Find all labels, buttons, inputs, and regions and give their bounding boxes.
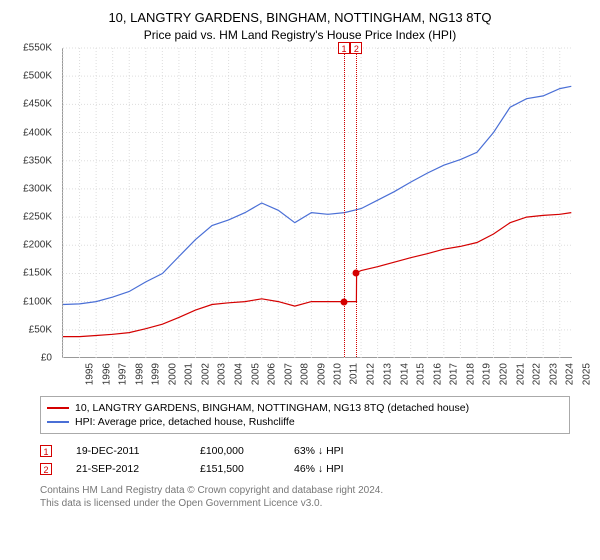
x-tick-label: 2023 <box>548 363 559 385</box>
x-tick-label: 2006 <box>266 363 277 385</box>
x-tick-label: 2010 <box>333 363 344 385</box>
x-tick-label: 2025 <box>581 363 592 385</box>
x-tick-label: 2011 <box>348 363 359 385</box>
legend-swatch <box>47 407 69 409</box>
x-tick-label: 2017 <box>449 363 460 385</box>
x-tick-label: 2000 <box>167 363 178 385</box>
y-tick-label: £0 <box>41 353 52 364</box>
marker-dot <box>340 298 347 305</box>
legend: 10, LANGTRY GARDENS, BINGHAM, NOTTINGHAM… <box>40 396 570 434</box>
transaction-index-box: 1 <box>40 445 52 457</box>
legend-swatch <box>47 421 69 423</box>
x-tick-label: 2002 <box>200 363 211 385</box>
x-tick-label: 1999 <box>150 363 161 385</box>
x-tick-label: 1997 <box>117 363 128 385</box>
x-tick-label: 2021 <box>515 363 526 385</box>
x-tick-label: 2001 <box>184 363 195 385</box>
y-tick-label: £500K <box>23 71 52 82</box>
plot-area: 12 <box>62 48 572 358</box>
marker-line <box>344 48 345 357</box>
marker-line <box>356 48 357 357</box>
transaction-table: 1 19-DEC-2011 £100,000 63% ↓ HPI 2 21-SEP-201… <box>40 442 570 478</box>
y-tick-label: £100K <box>23 296 52 307</box>
y-tick-label: £350K <box>23 155 52 166</box>
x-tick-label: 1998 <box>134 363 145 385</box>
y-tick-label: £550K <box>23 43 52 54</box>
marker-label-box: 1 <box>338 42 350 54</box>
transaction-date: 19-DEC-2011 <box>76 445 176 457</box>
transaction-row: 1 19-DEC-2011 £100,000 63% ↓ HPI <box>40 442 570 460</box>
x-tick-label: 2013 <box>382 363 393 385</box>
hpi-line <box>63 86 571 304</box>
x-tick-label: 2024 <box>564 363 575 385</box>
x-tick-label: 2007 <box>283 363 294 385</box>
x-tick-label: 2015 <box>415 363 426 385</box>
legend-label: HPI: Average price, detached house, Rush… <box>75 416 295 428</box>
marker-dot <box>353 269 360 276</box>
x-tick-label: 2014 <box>399 363 410 385</box>
property-line <box>63 213 571 337</box>
page-subtitle: Price paid vs. HM Land Registry's House … <box>0 25 600 48</box>
transaction-price: £151,500 <box>200 463 270 475</box>
transaction-date: 21-SEP-2012 <box>76 463 176 475</box>
page-title: 10, LANGTRY GARDENS, BINGHAM, NOTTINGHAM… <box>0 0 600 25</box>
transaction-pct: 46% ↓ HPI <box>294 463 414 475</box>
x-tick-label: 1995 <box>84 363 95 385</box>
x-tick-label: 2004 <box>233 363 244 385</box>
legend-item: HPI: Average price, detached house, Rush… <box>47 415 563 429</box>
x-tick-label: 2018 <box>465 363 476 385</box>
footer-line-2: This data is licensed under the Open Gov… <box>40 497 570 510</box>
footer-line-1: Contains HM Land Registry data © Crown c… <box>40 484 570 497</box>
x-tick-label: 2012 <box>366 363 377 385</box>
y-tick-label: £300K <box>23 183 52 194</box>
y-tick-label: £250K <box>23 212 52 223</box>
x-tick-label: 2022 <box>531 363 542 385</box>
chart: 12 £0 £50K £100K £150K £200K £250K £300K £350K £… <box>12 48 580 388</box>
x-tick-label: 2005 <box>250 363 261 385</box>
transaction-row: 2 21-SEP-2012 £151,500 46% ↓ HPI <box>40 460 570 478</box>
y-tick-label: £150K <box>23 268 52 279</box>
x-tick-label: 2003 <box>217 363 228 385</box>
transaction-index-box: 2 <box>40 463 52 475</box>
y-tick-label: £200K <box>23 240 52 251</box>
x-tick-label: 2016 <box>432 363 443 385</box>
x-tick-label: 2019 <box>482 363 493 385</box>
x-tick-label: 2020 <box>498 363 509 385</box>
footer: Contains HM Land Registry data © Crown c… <box>40 484 570 510</box>
transaction-pct: 63% ↓ HPI <box>294 445 414 457</box>
chart-svg <box>63 48 572 357</box>
x-tick-label: 2008 <box>300 363 311 385</box>
y-tick-label: £400K <box>23 127 52 138</box>
legend-item: 10, LANGTRY GARDENS, BINGHAM, NOTTINGHAM… <box>47 401 563 415</box>
x-tick-label: 1996 <box>101 363 112 385</box>
transaction-price: £100,000 <box>200 445 270 457</box>
marker-label-box: 2 <box>350 42 362 54</box>
legend-label: 10, LANGTRY GARDENS, BINGHAM, NOTTINGHAM… <box>75 402 469 414</box>
y-tick-label: £450K <box>23 99 52 110</box>
y-tick-label: £50K <box>29 324 52 335</box>
x-tick-label: 2009 <box>316 363 327 385</box>
